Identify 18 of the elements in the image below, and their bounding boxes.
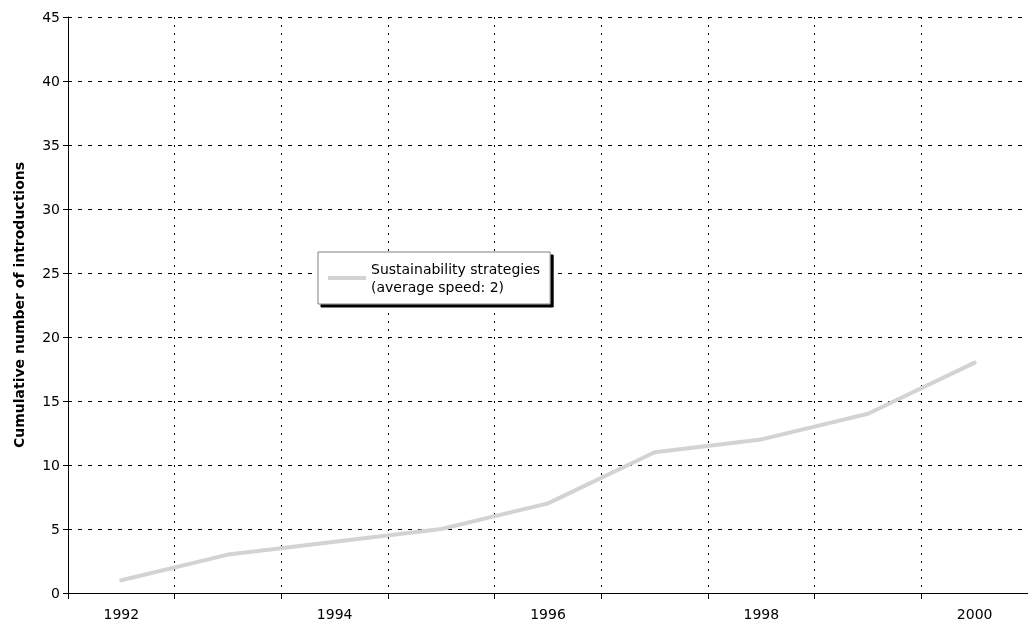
y-tick-label: 45 bbox=[42, 9, 60, 25]
x-tick-label: 1994 bbox=[316, 606, 353, 622]
x-tick-label: 1998 bbox=[743, 606, 780, 622]
x-tick-label: 1992 bbox=[103, 606, 140, 622]
y-tick-label: 0 bbox=[51, 585, 60, 601]
y-axis-title: Cumulative number of introductions bbox=[11, 161, 27, 449]
x-tick-label: 1996 bbox=[530, 606, 566, 622]
y-tick-label: 15 bbox=[42, 393, 60, 409]
y-tick-label: 5 bbox=[51, 521, 60, 537]
y-tick-label: 35 bbox=[42, 137, 60, 153]
y-tick-label: 40 bbox=[42, 73, 60, 89]
legend-label: Sustainability strategies (average speed: 2) bbox=[371, 261, 541, 295]
x-tick-label: 2000 bbox=[956, 606, 993, 622]
y-tick-label: 20 bbox=[42, 329, 60, 345]
y-tick-label: 25 bbox=[42, 265, 60, 281]
line-series bbox=[119, 360, 977, 583]
y-tick-label: 10 bbox=[42, 457, 60, 473]
y-tick-label: 30 bbox=[42, 201, 60, 217]
